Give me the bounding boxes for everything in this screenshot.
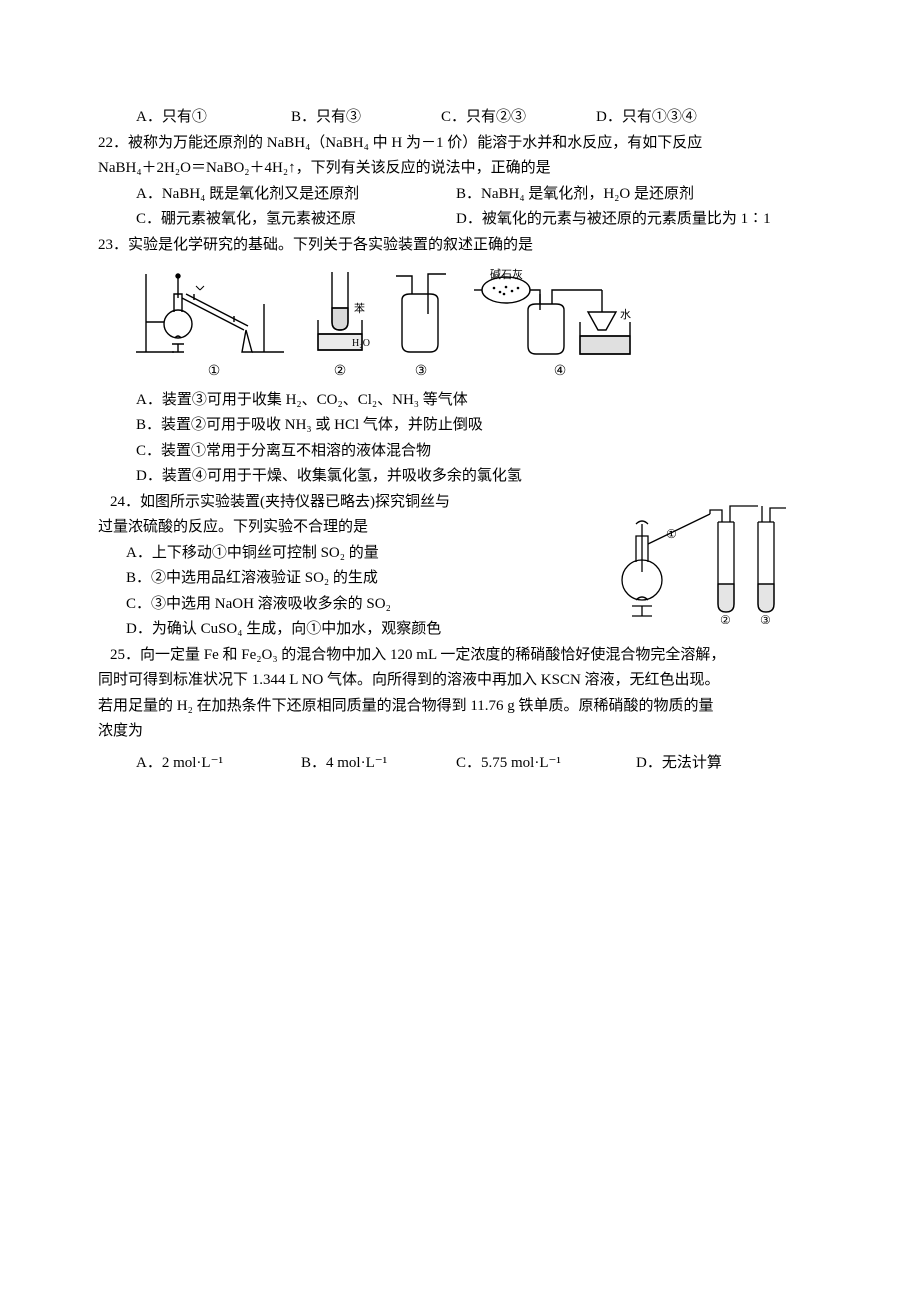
q23-stem: 23．实验是化学研究的基础。下列关于各实验装置的叙述正确的是 <box>98 233 822 259</box>
q24-fig-label-1: ① <box>666 527 677 541</box>
q22-stem-2: NaBH₄＋2H₂O＝NaBO₂＋4H₂↑，下列有关该反应的说法中，正确的是 <box>98 156 822 182</box>
q23-fig2-water-label: H₂O <box>352 338 370 349</box>
q25-options: A．2 mol·L⁻¹ B．4 mol·L⁻¹ C．5.75 mol·L⁻¹ D… <box>98 751 822 777</box>
q21-options: A．只有① B．只有③ C．只有②③ D．只有①③④ <box>98 105 822 131</box>
q23-fig-3: ③ <box>386 264 456 384</box>
q24-figure: ① ② ③ <box>600 494 800 634</box>
q23-fig-4: 碱石灰 水 ④ <box>470 264 650 384</box>
q22-opt-b: B．NaBH₄ 是氧化剂，H₂O 是还原剂 <box>456 182 694 208</box>
q25-stem-2: 同时可得到标准状况下 1.344 L NO 气体。向所得到的溶液中再加入 KSC… <box>98 668 822 694</box>
q25-opt-a: A．2 mol·L⁻¹ <box>136 751 301 777</box>
q23-figures: ① 苯 H₂O ② <box>98 258 822 388</box>
q25-stem-3: 若用足量的 H₂ 在加热条件下还原相同质量的混合物得到 11.76 g 铁单质。… <box>98 694 822 720</box>
q22-row1: A．NaBH₄ 既是氧化剂又是还原剂 B．NaBH₄ 是氧化剂，H₂O 是还原剂 <box>98 182 822 208</box>
q24-fig-label-3: ③ <box>760 613 771 624</box>
q23-opt-d: D．装置④可用于干燥、收集氯化氢，并吸收多余的氯化氢 <box>98 464 822 490</box>
q23-fig4-water-label: 水 <box>620 308 631 321</box>
q23-fig2-benzene-label: 苯 <box>354 301 365 315</box>
q25-stem-4: 浓度为 <box>98 719 822 745</box>
q24-fig-label-2: ② <box>720 613 731 624</box>
q22-opt-d: D．被氧化的元素与被还原的元素质量比为 1∶1 <box>456 207 771 233</box>
q23-fig-3-label: ③ <box>386 360 456 384</box>
q24-block: 24．如图所示实验装置(夹持仪器已略去)探究铜丝与 过量浓硫酸的反应。下列实验不… <box>98 490 822 643</box>
q23-opt-c: C．装置①常用于分离互不相溶的液体混合物 <box>98 439 822 465</box>
q23-fig-2-label: ② <box>308 360 372 384</box>
q22-opt-c: C．硼元素被氧化，氢元素被还原 <box>136 207 456 233</box>
q22-stem-1: 22．被称为万能还原剂的 NaBH₄（NaBH₄ 中 H 为－1 价）能溶于水并… <box>98 131 822 157</box>
q23-fig-2: 苯 H₂O ② <box>308 264 372 384</box>
q25-opt-b: B．4 mol·L⁻¹ <box>301 751 456 777</box>
q21-opt-c: C．只有②③ <box>441 105 596 131</box>
q22-opt-a: A．NaBH₄ 既是氧化剂又是还原剂 <box>136 182 456 208</box>
q25-opt-d: D．无法计算 <box>636 751 722 777</box>
q25-opt-c: C．5.75 mol·L⁻¹ <box>456 751 636 777</box>
q25-stem-1: 25．向一定量 Fe 和 Fe₂O₃ 的混合物中加入 120 mL 一定浓度的稀… <box>98 643 822 669</box>
q23-fig4-lime-label: 碱石灰 <box>490 267 523 281</box>
q21-opt-b: B．只有③ <box>291 105 441 131</box>
q23-fig-1: ① <box>134 264 294 384</box>
q22-row2: C．硼元素被氧化，氢元素被还原 D．被氧化的元素与被还原的元素质量比为 1∶1 <box>98 207 822 233</box>
q21-opt-d: D．只有①③④ <box>596 105 697 131</box>
q21-opt-a: A．只有① <box>136 105 291 131</box>
q23-opt-a: A．装置③可用于收集 H₂、CO₂、Cl₂、NH₃ 等气体 <box>98 388 822 414</box>
q23-fig-4-label: ④ <box>470 360 650 384</box>
q23-fig-1-label: ① <box>134 360 294 384</box>
q23-opt-b: B．装置②可用于吸收 NH₃ 或 HCl 气体，并防止倒吸 <box>98 413 822 439</box>
